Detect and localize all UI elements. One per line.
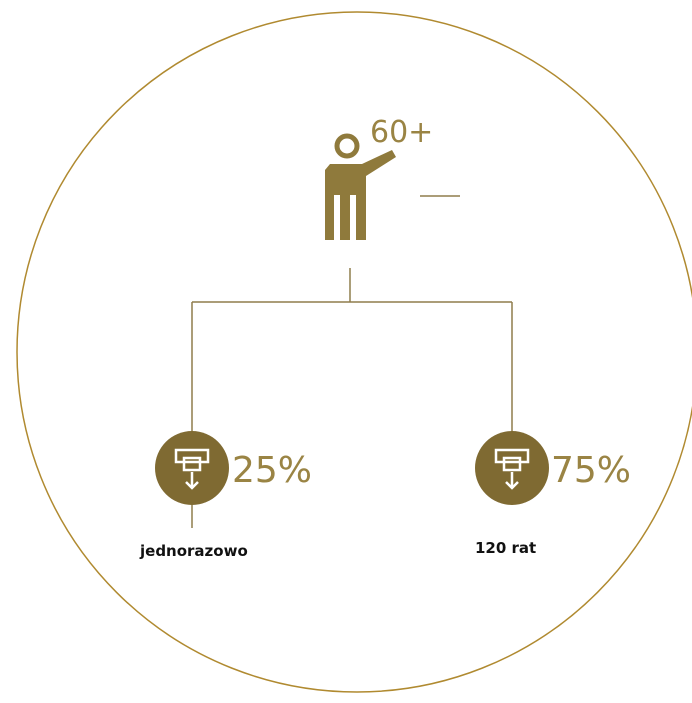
branch-value: 75% xyxy=(551,450,631,491)
root-label: 60+ xyxy=(370,115,433,150)
branch-value: 25% xyxy=(232,450,312,491)
atm-icon xyxy=(155,431,229,505)
branch-label: 120 rat xyxy=(475,539,536,557)
person-icon xyxy=(325,133,396,240)
outer-circle xyxy=(16,11,692,693)
atm-icon xyxy=(475,431,549,505)
branch-label: jednorazowo xyxy=(139,542,248,560)
